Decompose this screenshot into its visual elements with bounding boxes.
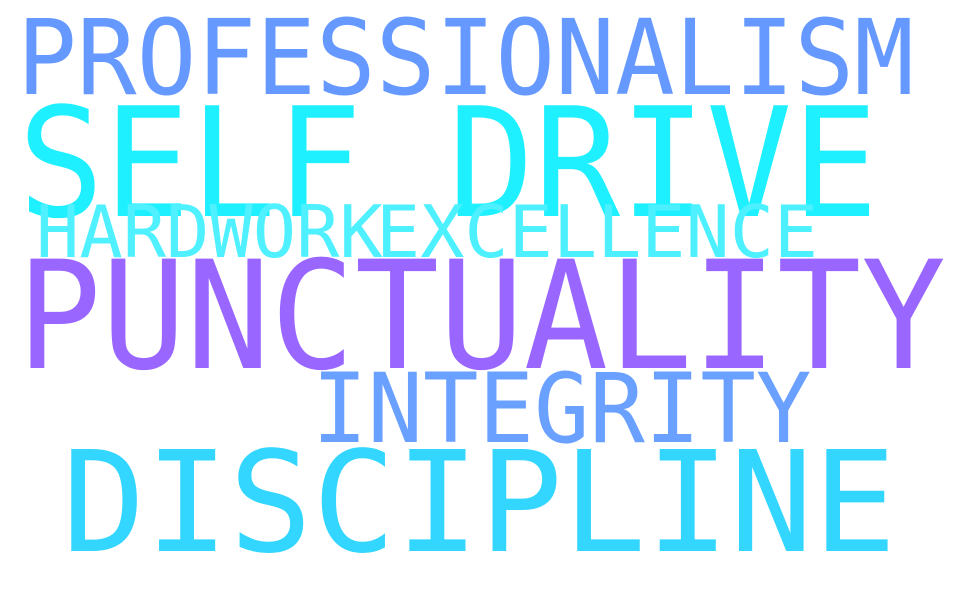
word-self-drive: SELF DRIVE [18,75,879,252]
word-hardwork: HARDWORK [36,190,383,274]
word-punctuality: PUNCTUALITY [17,230,946,404]
word-integrity: INTEGRITY [312,353,812,465]
word-discipline: DISCIPLINE [62,422,897,585]
word-excellence: EXCELLENCE [376,190,819,274]
word-professionalism: PROFESSIONALISM [17,0,914,119]
